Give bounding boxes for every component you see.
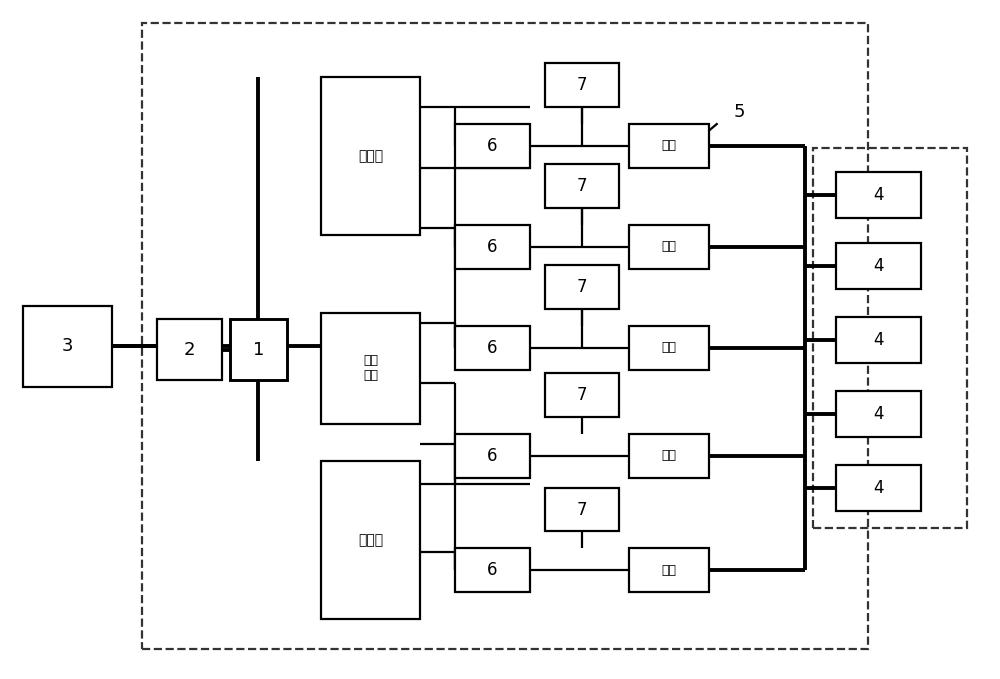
Bar [142, 23, 868, 649]
Text: 三通: 三通 [662, 449, 677, 462]
Bar [545, 488, 619, 532]
Bar [836, 391, 921, 437]
Bar [321, 312, 420, 424]
Bar [321, 461, 420, 619]
Text: 4: 4 [873, 479, 884, 497]
Text: 六通
接头: 六通 接头 [363, 354, 378, 382]
Bar [230, 319, 287, 380]
Text: 三通: 三通 [662, 139, 677, 152]
Bar [836, 465, 921, 511]
Bar [629, 225, 709, 269]
Bar [629, 124, 709, 168]
Text: 4: 4 [873, 331, 884, 349]
Bar [545, 164, 619, 208]
Text: 4: 4 [873, 257, 884, 275]
Bar [836, 243, 921, 289]
Text: 6: 6 [487, 137, 498, 155]
Text: 1: 1 [253, 341, 264, 359]
Text: 继电器: 继电器 [358, 533, 383, 547]
Text: 7: 7 [577, 386, 587, 404]
Bar [455, 548, 530, 592]
Bar [629, 434, 709, 477]
Bar [836, 317, 921, 363]
Bar [23, 306, 112, 386]
Text: 继电器: 继电器 [358, 149, 383, 163]
Text: 6: 6 [487, 339, 498, 357]
Text: 3: 3 [62, 337, 73, 355]
Text: 6: 6 [487, 561, 498, 579]
Bar [455, 124, 530, 168]
Bar [455, 326, 530, 370]
Text: 7: 7 [577, 177, 587, 196]
Text: 三通: 三通 [662, 564, 677, 576]
Text: 7: 7 [577, 278, 587, 296]
Text: 三通: 三通 [662, 342, 677, 354]
Text: 5: 5 [734, 103, 745, 121]
Bar [321, 77, 420, 235]
Text: 7: 7 [577, 76, 587, 94]
Bar [455, 225, 530, 269]
Bar [813, 147, 967, 528]
Text: 6: 6 [487, 238, 498, 256]
Text: 4: 4 [873, 186, 884, 204]
Bar [545, 373, 619, 417]
Bar [157, 319, 222, 380]
Text: 2: 2 [183, 341, 195, 359]
Text: 6: 6 [487, 447, 498, 464]
Text: 7: 7 [577, 500, 587, 519]
Text: 三通: 三通 [662, 240, 677, 253]
Bar [545, 265, 619, 309]
Text: 4: 4 [873, 405, 884, 423]
Bar [545, 63, 619, 107]
Bar [629, 548, 709, 592]
Bar [836, 172, 921, 218]
Bar [629, 326, 709, 370]
Bar [455, 434, 530, 477]
